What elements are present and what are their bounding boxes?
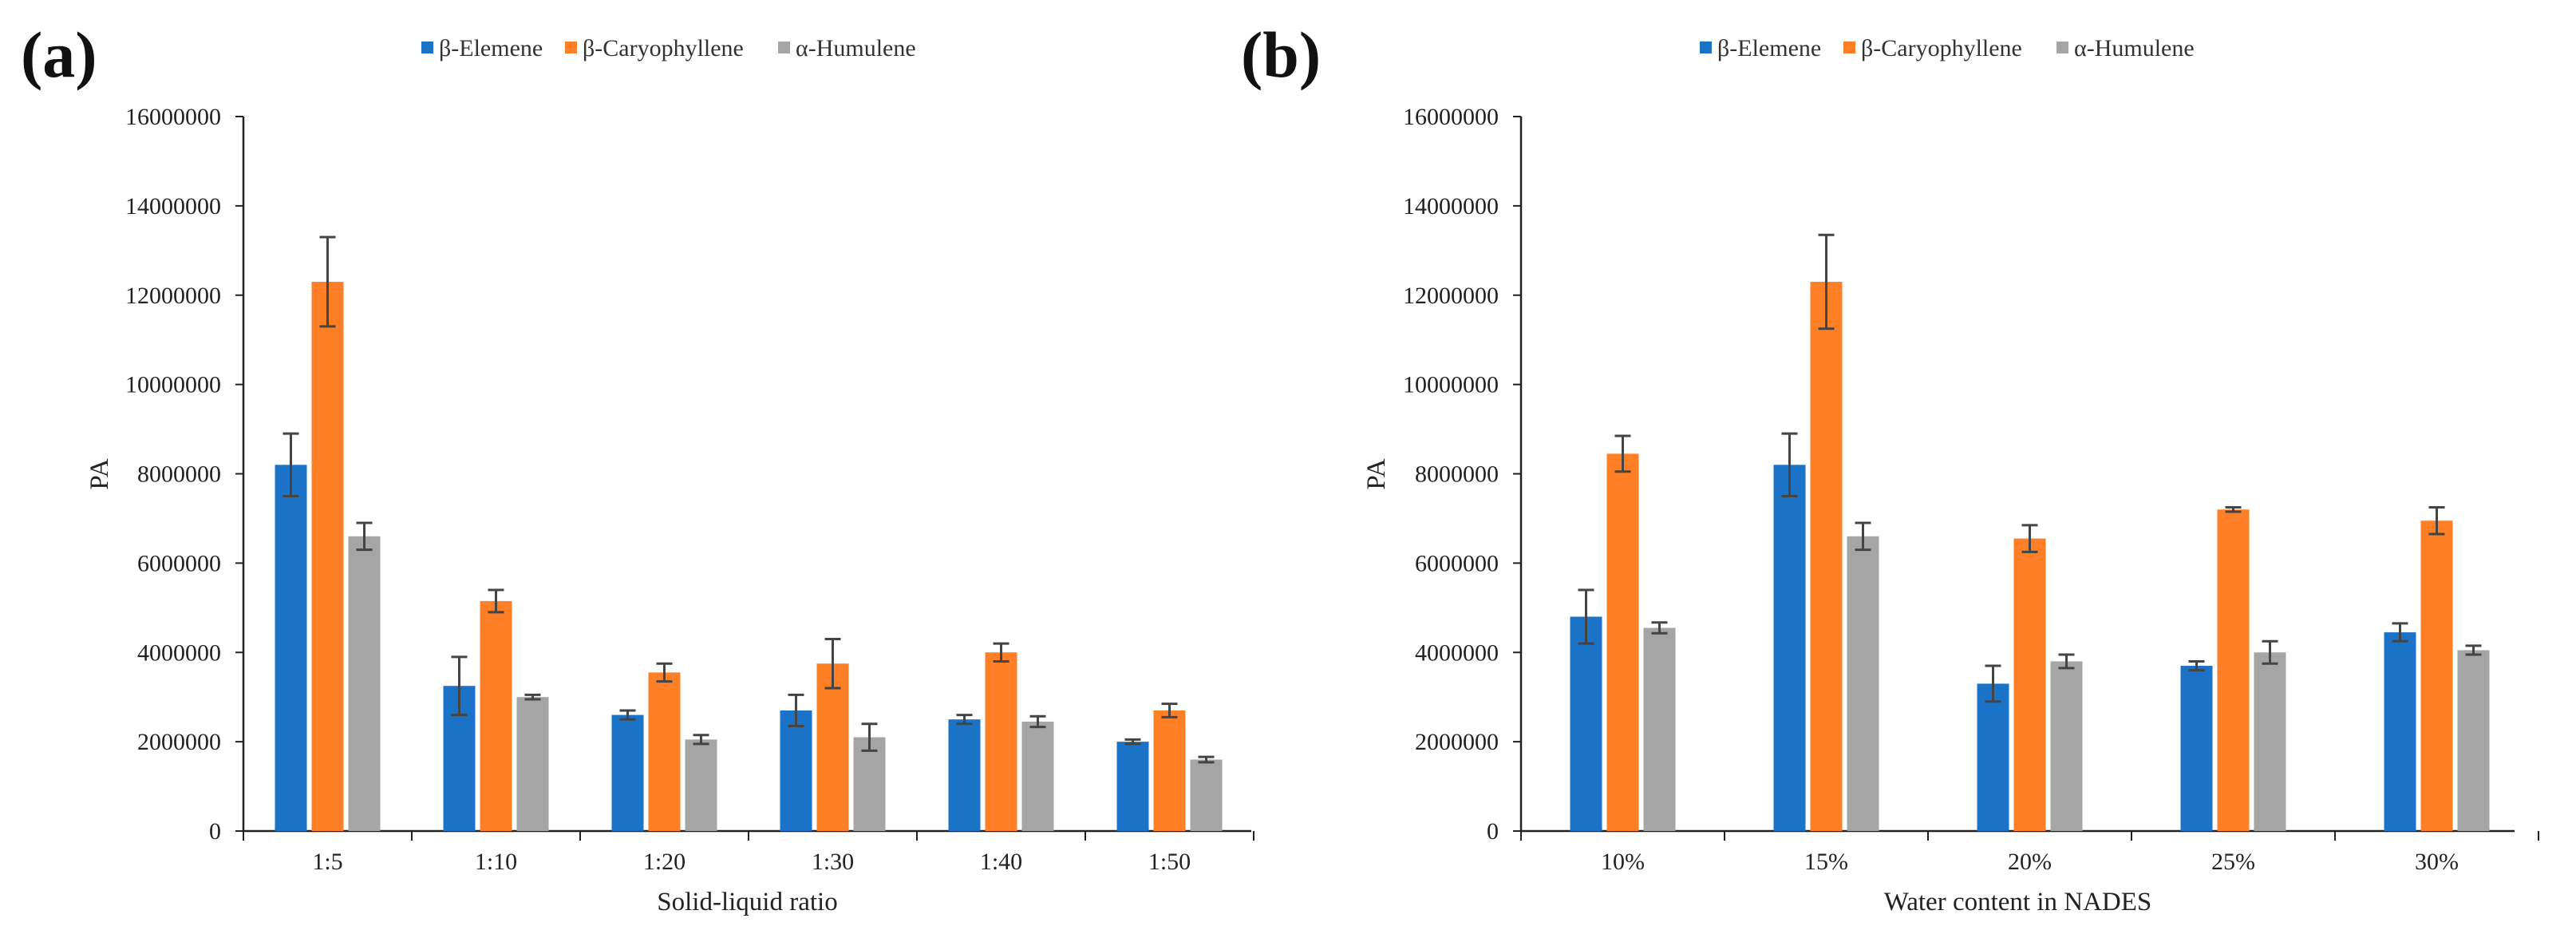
legend-swatch bbox=[2056, 42, 2068, 53]
x-tick-label: 25% bbox=[2211, 849, 2255, 875]
bar-humulene-0 bbox=[1643, 627, 1676, 831]
y-tick-label: 6000000 bbox=[1415, 550, 1499, 576]
x-tick-label: 1:20 bbox=[643, 849, 685, 875]
x-tick-label: 15% bbox=[1804, 849, 1848, 875]
bar-caryophyllene-3 bbox=[2217, 509, 2250, 831]
y-tick-label: 4000000 bbox=[1415, 639, 1499, 666]
x-tick-label: 1:40 bbox=[980, 849, 1022, 875]
bar-humulene-3 bbox=[853, 737, 886, 831]
legend-swatch bbox=[565, 42, 577, 53]
bar-humulene-1 bbox=[516, 697, 549, 831]
y-tick-label: 8000000 bbox=[1415, 461, 1499, 488]
chart-panel-a: (a) 0 2000000 4000000 6000000 8000000 10000000… bbox=[21, 18, 1254, 916]
bar-humulene-2 bbox=[685, 739, 717, 831]
legend-label: β-Caryophyllene bbox=[583, 35, 744, 61]
bar-caryophyllene-1 bbox=[480, 600, 512, 831]
legend-label: α-Humulene bbox=[796, 35, 916, 61]
bar-humulene-2 bbox=[2050, 661, 2083, 831]
bar-humulene-0 bbox=[348, 536, 381, 831]
bar-elemene-0 bbox=[1570, 616, 1602, 831]
y-tick-label: 4000000 bbox=[137, 639, 221, 666]
y-tick-label: 8000000 bbox=[137, 461, 221, 488]
bar-caryophyllene-1 bbox=[1810, 281, 1843, 831]
x-tick-label: 30% bbox=[2415, 849, 2459, 875]
bar-elemene-2 bbox=[1977, 683, 2009, 831]
bar-elemene-3 bbox=[780, 710, 812, 831]
y-tick-label: 16000000 bbox=[1403, 104, 1499, 130]
legend: β-Elemene β-Caryophyllene α-Humulene bbox=[1700, 35, 2195, 61]
legend-swatch bbox=[1843, 42, 1855, 53]
legend-label: β-Elemene bbox=[439, 35, 543, 61]
x-axis-title: Water content in NADES bbox=[1884, 888, 2152, 916]
x-tick-label: 1:5 bbox=[312, 849, 342, 875]
bar-caryophyllene-4 bbox=[2420, 520, 2453, 831]
y-tick-label: 10000000 bbox=[125, 372, 221, 398]
bar-caryophyllene-0 bbox=[1606, 453, 1639, 831]
y-tick-label: 14000000 bbox=[125, 193, 221, 220]
x-tick-label: 1:30 bbox=[812, 849, 854, 875]
bar-elemene-4 bbox=[948, 719, 981, 831]
bar-elemene-1 bbox=[1773, 465, 1806, 831]
bar-caryophyllene-4 bbox=[985, 652, 1017, 831]
y-tick-label: 12000000 bbox=[1403, 283, 1499, 309]
legend: β-Elemene β-Caryophyllene α-Humulene bbox=[421, 35, 916, 61]
y-tick-label: 0 bbox=[1487, 818, 1499, 845]
y-tick-label: 2000000 bbox=[1415, 729, 1499, 755]
bar-elemene-0 bbox=[275, 465, 307, 831]
y-tick-label: 16000000 bbox=[125, 104, 221, 130]
x-tick-label: 1:50 bbox=[1148, 849, 1191, 875]
y-axis-title: PA bbox=[85, 458, 114, 489]
y-axis-title: PA bbox=[1362, 458, 1391, 489]
legend-swatch bbox=[421, 42, 433, 53]
bar-humulene-5 bbox=[1190, 759, 1223, 831]
bar-humulene-4 bbox=[1021, 721, 1054, 831]
panel-label: (a) bbox=[21, 18, 97, 91]
y-tick-label: 14000000 bbox=[1403, 193, 1499, 220]
bar-caryophyllene-3 bbox=[816, 663, 849, 831]
legend-swatch bbox=[778, 42, 790, 53]
panel-label: (b) bbox=[1241, 18, 1321, 91]
bar-elemene-3 bbox=[2180, 666, 2213, 831]
legend-label: α-Humulene bbox=[2074, 35, 2195, 61]
bar-elemene-4 bbox=[2384, 632, 2416, 831]
bar-elemene-2 bbox=[611, 714, 644, 831]
y-tick-label: 2000000 bbox=[137, 729, 221, 755]
x-tick-label: 20% bbox=[2008, 849, 2052, 875]
legend-swatch bbox=[1700, 42, 1712, 53]
chart-panel-b: (b) 0 2000000 4000000 6000000 8000000 10000000… bbox=[1241, 18, 2539, 916]
legend-label: β-Caryophyllene bbox=[1861, 35, 2022, 61]
y-tick-label: 10000000 bbox=[1403, 372, 1499, 398]
y-tick-label: 6000000 bbox=[137, 550, 221, 576]
legend-label: β-Elemene bbox=[1717, 35, 1821, 61]
y-tick-label: 0 bbox=[209, 818, 221, 845]
x-tick-label: 10% bbox=[1601, 849, 1645, 875]
bar-caryophyllene-2 bbox=[648, 672, 681, 831]
bar-caryophyllene-0 bbox=[311, 281, 344, 831]
bar-humulene-4 bbox=[2457, 650, 2490, 831]
bar-elemene-5 bbox=[1116, 742, 1149, 831]
bar-humulene-1 bbox=[1847, 536, 1879, 831]
bar-caryophyllene-5 bbox=[1153, 710, 1186, 831]
x-axis-title: Solid-liquid ratio bbox=[657, 888, 837, 916]
x-tick-label: 1:10 bbox=[475, 849, 517, 875]
y-tick-label: 12000000 bbox=[125, 283, 221, 309]
bar-humulene-3 bbox=[2254, 652, 2286, 831]
bar-caryophyllene-2 bbox=[2013, 538, 2046, 831]
